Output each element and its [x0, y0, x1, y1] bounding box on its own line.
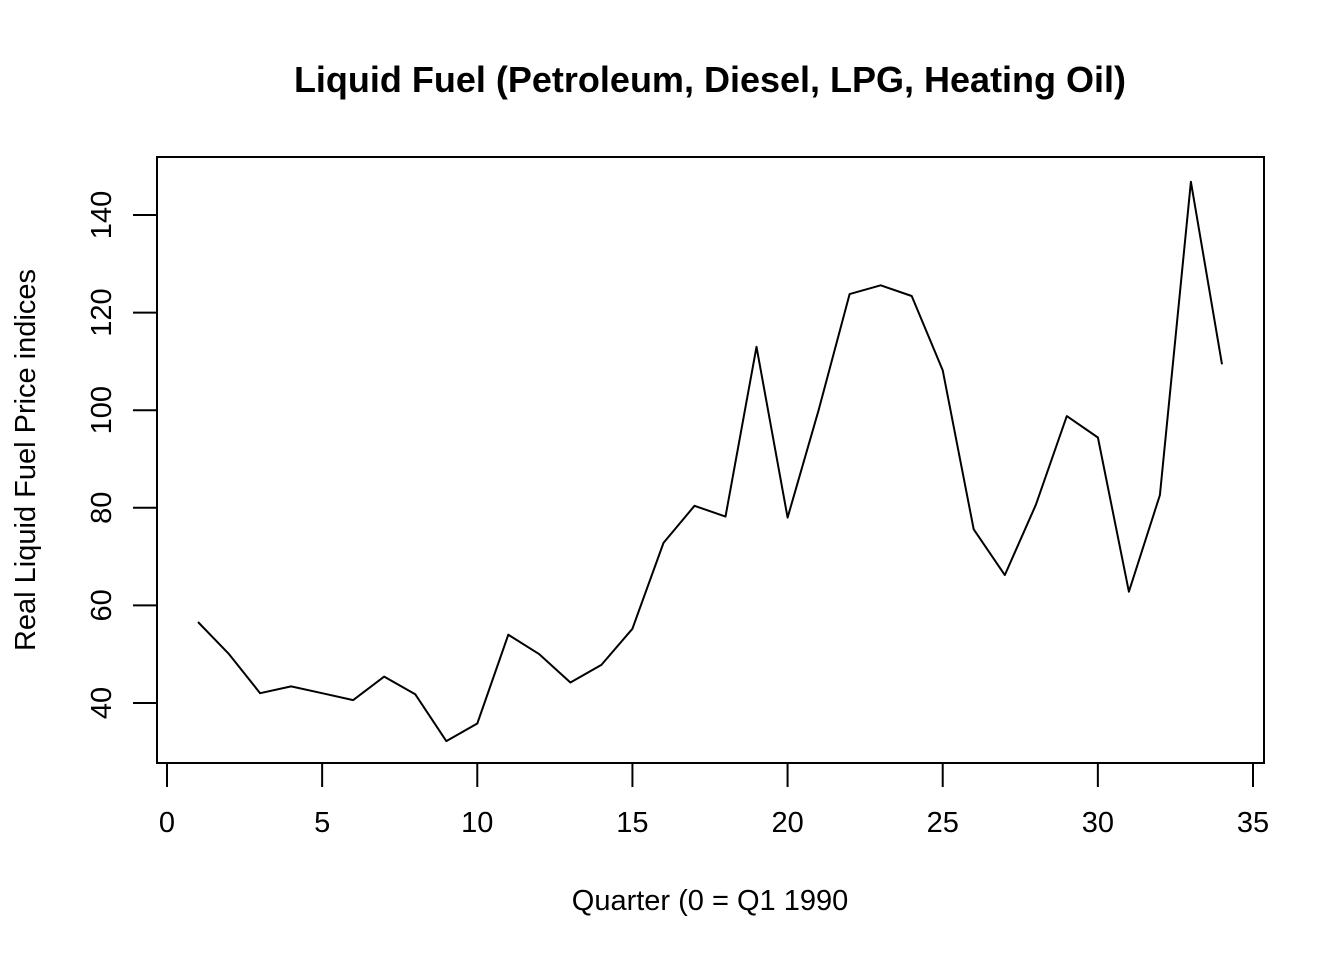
x-tick-label: 15	[616, 807, 648, 839]
y-axis-label: Real Liquid Fuel Price indices	[10, 269, 42, 651]
series-line	[197, 180, 1223, 743]
x-axis: 0 5 10 15 20 25 30 35	[159, 762, 1269, 839]
x-axis-label: Quarter (0 = Q1 1990	[572, 885, 848, 917]
chart-title: Liquid Fuel (Petroleum, Diesel, LPG, Hea…	[294, 59, 1126, 100]
y-tick-label: 80	[86, 492, 118, 524]
y-tick-label: 120	[86, 288, 118, 336]
y-tick-label: 40	[86, 687, 118, 719]
x-tick-label: 20	[771, 807, 803, 839]
x-tick-label: 35	[1237, 807, 1269, 839]
y-tick-label: 140	[86, 191, 118, 239]
x-tick-label: 5	[314, 807, 330, 839]
x-tick-label: 0	[159, 807, 175, 839]
x-tick-label: 30	[1082, 807, 1114, 839]
y-axis: 40 60 80 100 120 140	[86, 191, 158, 719]
y-tick-label: 60	[86, 589, 118, 621]
x-tick-label: 25	[927, 807, 959, 839]
x-tick-label: 10	[461, 807, 493, 839]
plot-area	[156, 156, 1265, 764]
y-tick-label: 100	[86, 386, 118, 434]
